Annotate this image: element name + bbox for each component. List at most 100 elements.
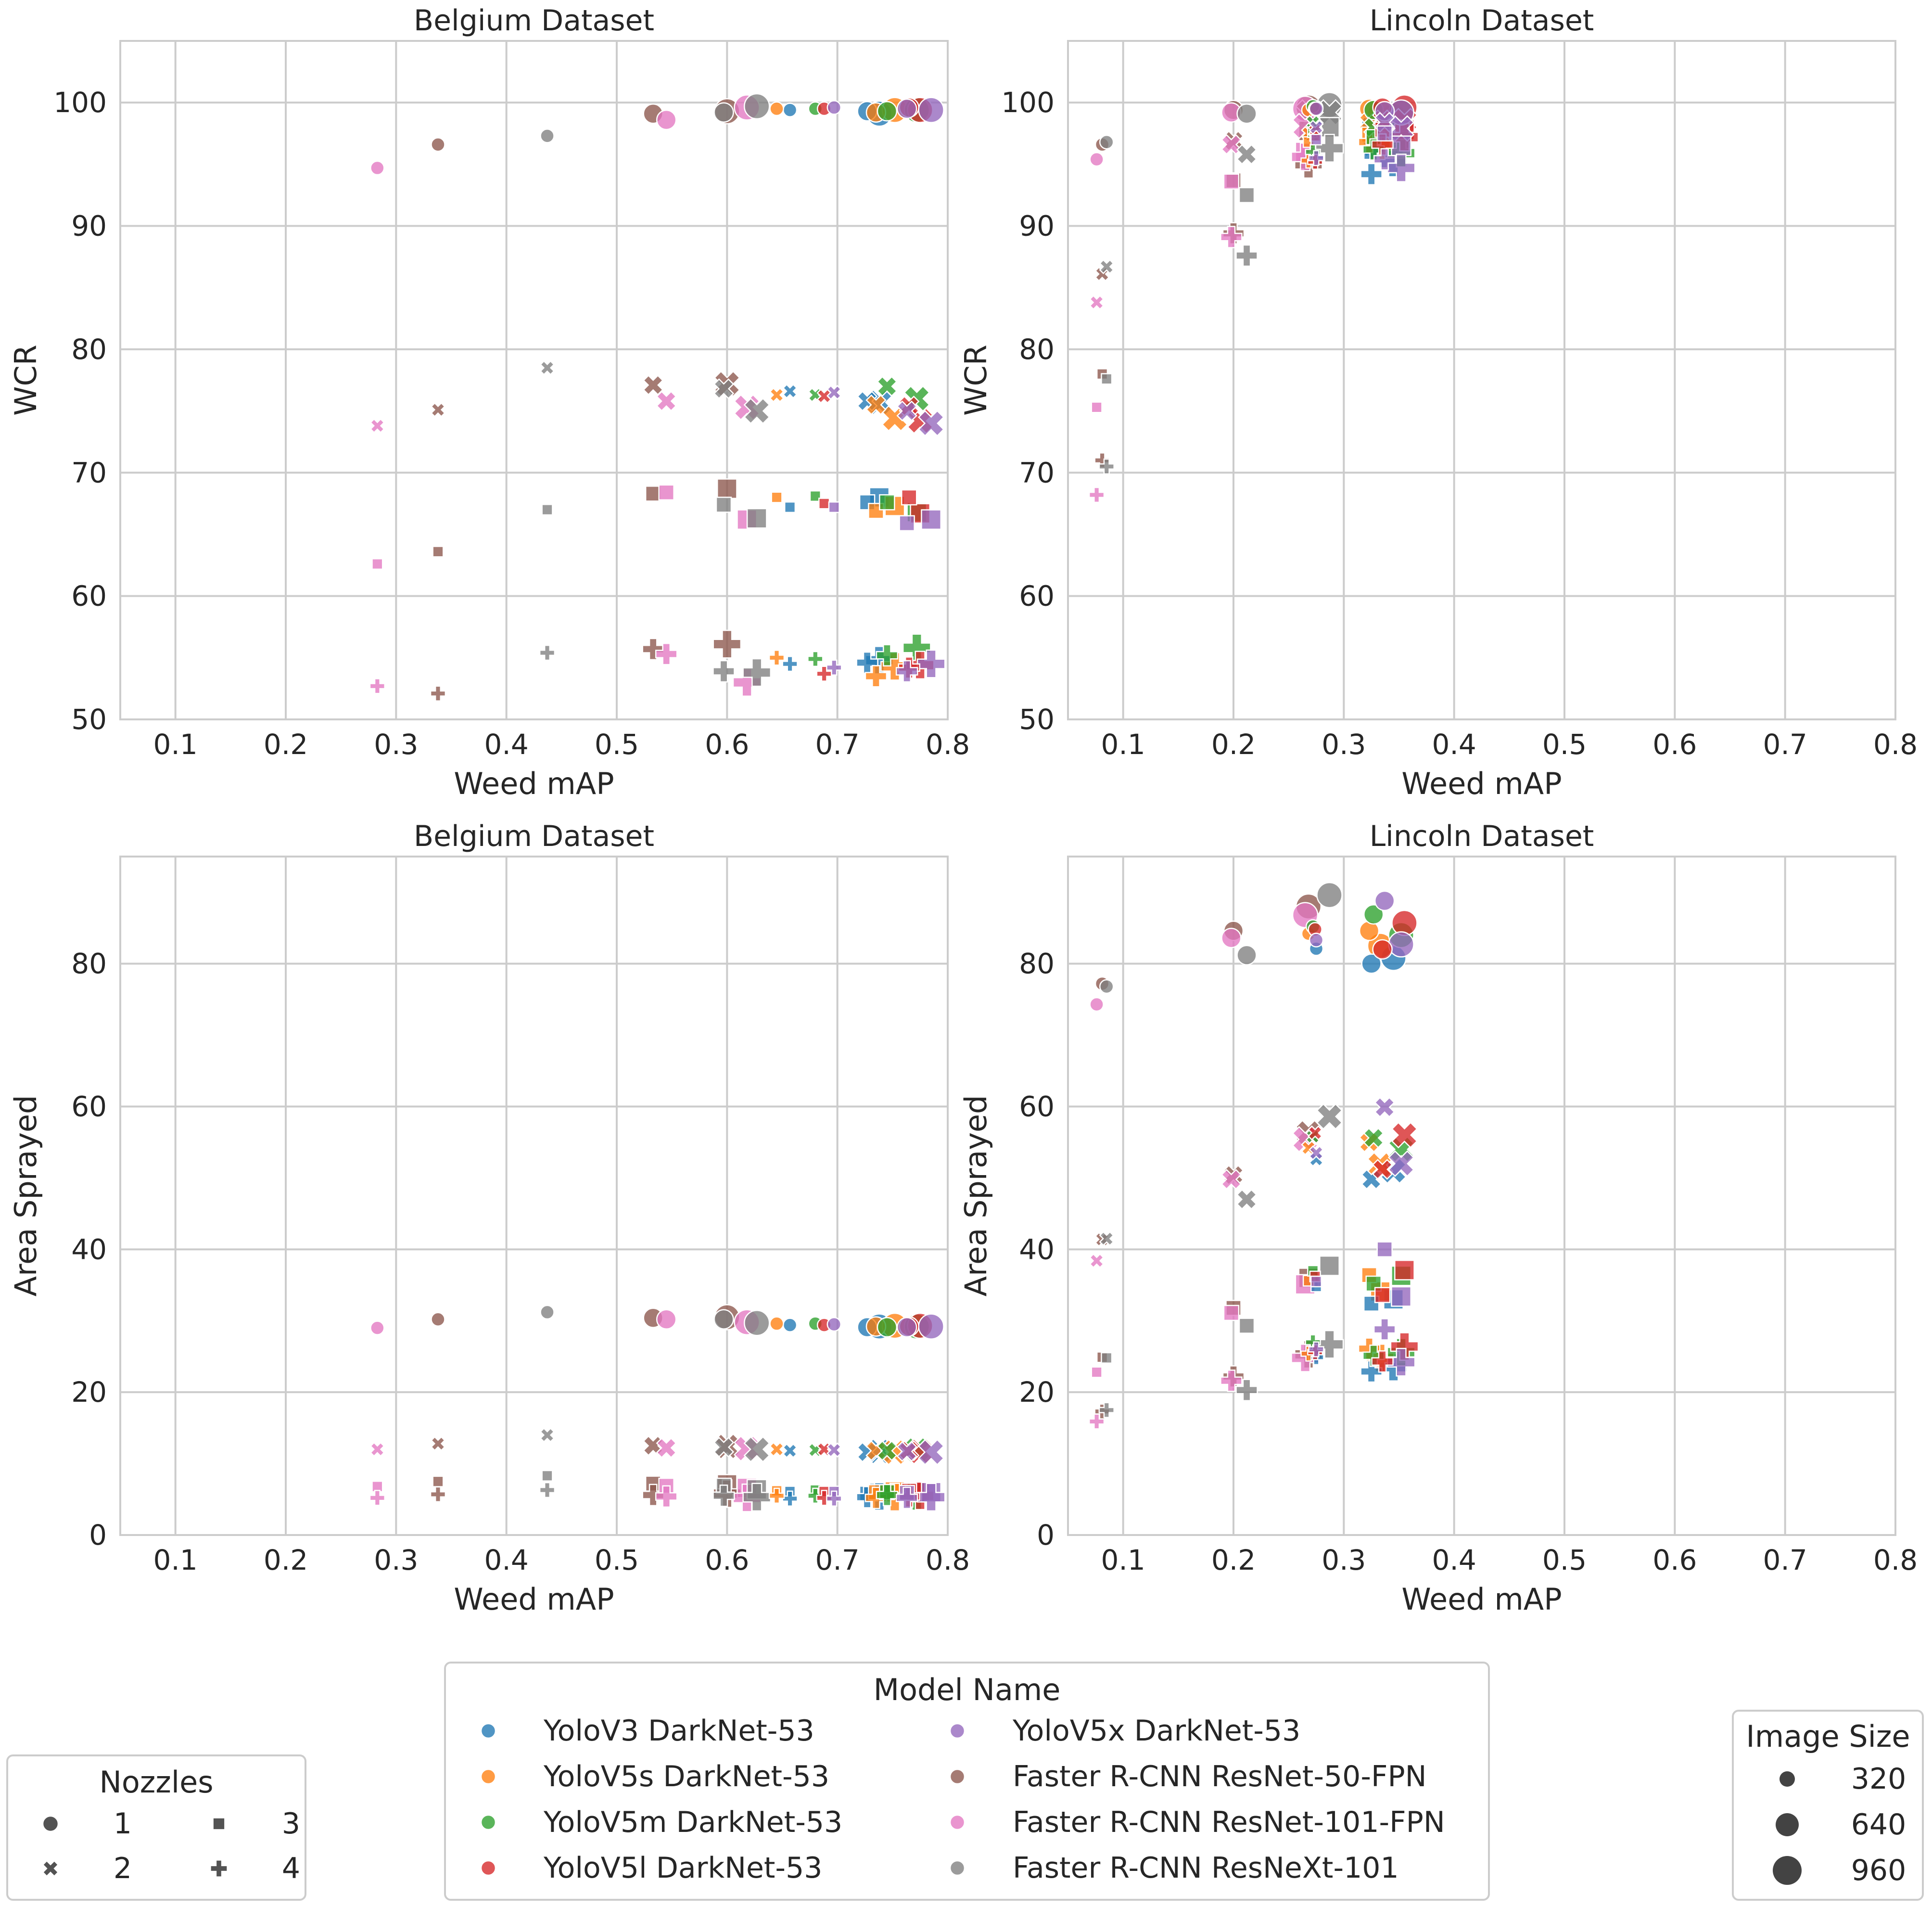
legend-marker-plus <box>210 1859 228 1878</box>
data-point-circle <box>782 1318 798 1332</box>
y-tick-label: 50 <box>71 703 107 736</box>
data-point-x <box>656 390 677 412</box>
data-point-square <box>1391 1286 1411 1307</box>
legend-box <box>1732 1710 1924 1901</box>
data-point-x <box>917 1439 945 1466</box>
legend-title: Image Size <box>1746 1719 1910 1754</box>
legend-label: Faster R-CNN ResNet-101-FPN <box>1013 1805 1445 1839</box>
data-point-plus <box>895 660 918 683</box>
x-tick-label: 0.1 <box>153 1544 198 1576</box>
data-point-x <box>1089 1253 1105 1268</box>
x-axis-label: Weed mAP <box>454 1582 614 1617</box>
data-point-x <box>1220 1169 1242 1190</box>
data-point-circle <box>1363 904 1384 925</box>
legend-swatch <box>480 1723 496 1739</box>
x-tick-label: 0.3 <box>374 1544 418 1576</box>
x-tick-label: 0.7 <box>1763 1544 1807 1576</box>
data-point-square <box>1365 1275 1382 1292</box>
data-point-square <box>645 486 661 502</box>
data-point-plus <box>369 1490 385 1506</box>
data-point-x <box>769 387 785 403</box>
data-point-plus <box>539 1482 556 1498</box>
data-point-x <box>713 378 735 399</box>
data-point-square <box>1223 1305 1240 1321</box>
data-point-circle <box>1309 933 1324 947</box>
y-axis-label: WCR <box>958 345 993 416</box>
data-point-square <box>746 508 767 529</box>
data-point-plus <box>1373 1318 1396 1341</box>
data-point-square <box>809 490 821 502</box>
data-point-circle <box>370 1320 385 1335</box>
data-point-circle <box>918 1313 944 1340</box>
data-point-plus <box>816 666 832 682</box>
y-tick-label: 70 <box>71 456 107 489</box>
data-point-circle <box>431 137 445 152</box>
data-point-plus <box>876 644 899 666</box>
data-point-x <box>369 418 385 434</box>
data-point-plus <box>826 1490 842 1507</box>
data-point-square <box>1319 1255 1340 1276</box>
data-point-plus <box>712 1485 735 1507</box>
data-point-circle <box>1236 103 1257 124</box>
data-point-circle <box>540 128 555 143</box>
data-point-square <box>1391 135 1411 156</box>
x-tick-label: 0.1 <box>153 728 198 761</box>
x-tick-label: 0.3 <box>1322 1544 1366 1576</box>
data-point-circle <box>1316 882 1343 909</box>
data-point-plus <box>712 660 735 683</box>
data-point-x <box>1099 1231 1114 1246</box>
y-tick-label: 60 <box>71 580 107 613</box>
x-tick-label: 0.6 <box>1652 728 1697 761</box>
data-point-x <box>430 402 446 418</box>
data-point-plus <box>1308 1341 1324 1357</box>
data-point-plus <box>768 1487 785 1504</box>
data-point-x <box>656 1437 677 1459</box>
x-tick-label: 0.2 <box>264 728 308 761</box>
y-tick-label: 40 <box>71 1233 107 1266</box>
data-point-circle <box>769 1316 784 1331</box>
data-point-square <box>1101 1352 1113 1364</box>
data-point-circle <box>1388 931 1414 958</box>
x-tick-label: 0.2 <box>264 1544 308 1576</box>
plot-frame <box>1067 856 1896 1536</box>
data-point-circle <box>826 100 842 115</box>
data-point-square <box>1376 1241 1393 1258</box>
data-point-x <box>430 1436 446 1451</box>
chart-title: Lincoln Dataset <box>1370 819 1594 853</box>
data-point-plus <box>742 658 772 687</box>
data-point-circle <box>1221 927 1242 948</box>
data-point-x <box>1220 134 1242 155</box>
data-point-circle <box>877 1317 898 1338</box>
data-point-circle <box>1361 953 1382 974</box>
x-tick-label: 0.5 <box>1542 1544 1587 1576</box>
data-point-square <box>784 501 796 513</box>
data-point-plus <box>369 678 385 694</box>
data-point-x <box>1309 1145 1324 1161</box>
chart-panel-4: 0.1 0.2 0.3 0.4 0.5 0.6 0.7 0.8 0 20 40 60 80 Lincoln… <box>958 819 1918 1617</box>
data-point-square <box>899 515 915 532</box>
x-tick-label: 0.8 <box>1873 728 1918 761</box>
data-point-circle <box>782 102 798 117</box>
legend-swatch <box>480 1860 496 1876</box>
data-point-plus <box>916 649 946 678</box>
y-tick-label: 20 <box>1019 1376 1055 1408</box>
x-axis-label: Weed mAP <box>454 766 614 801</box>
data-point-circle <box>877 101 898 122</box>
data-point-square <box>879 494 895 511</box>
data-point-x <box>642 1435 664 1457</box>
data-point-plus <box>826 659 842 676</box>
data-point-square <box>658 484 674 501</box>
x-tick-label: 0.4 <box>1432 728 1476 761</box>
data-point-square <box>541 1470 553 1482</box>
data-point-square <box>828 501 840 513</box>
chart-title: Lincoln Dataset <box>1370 4 1594 38</box>
data-point-x <box>1099 259 1114 274</box>
legend-image-size: Image Size 320 640 960 <box>1732 1710 1924 1901</box>
y-tick-label: 80 <box>1019 947 1055 980</box>
data-point-circle <box>896 1317 917 1338</box>
data-point-circle <box>1236 945 1257 966</box>
legend-label: 1 <box>114 1807 132 1841</box>
data-point-plus <box>807 1487 824 1504</box>
data-point-plus <box>807 651 824 667</box>
